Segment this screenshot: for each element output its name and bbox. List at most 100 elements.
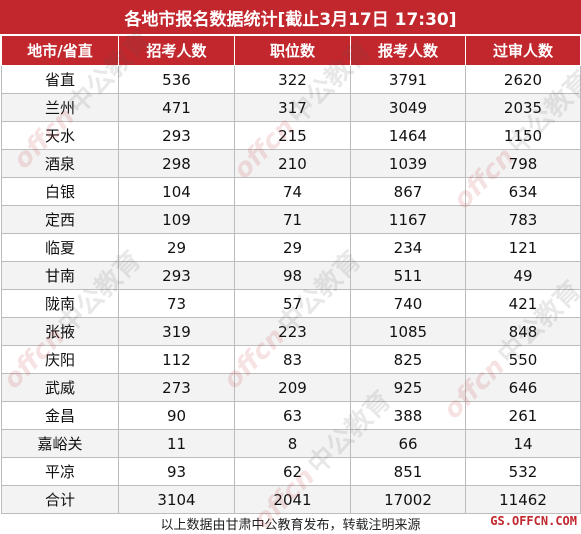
cell-approved: 783: [465, 205, 581, 234]
cell-recruits: 73: [118, 289, 235, 318]
table-row: 天水 293 215 1464 1150: [1, 121, 581, 150]
cell-recruits: 471: [118, 93, 235, 122]
cell-recruits: 298: [118, 149, 235, 178]
cell-region: 张掖: [1, 317, 119, 346]
table-body: 省直 536 322 3791 2620 兰州 471 317 3049 2035 天水 293 215…: [1, 65, 581, 514]
cell-recruits: 273: [118, 373, 235, 402]
cell-applicants: 1085: [350, 317, 466, 346]
cell-approved: 550: [465, 345, 581, 374]
cell-positions: 71: [234, 205, 351, 234]
total-row: 合计 3104 2041 17002 11462: [1, 485, 581, 514]
cell-approved: 532: [465, 457, 581, 486]
cell-positions: 215: [234, 121, 351, 150]
cell-applicants: 234: [350, 233, 466, 262]
stats-table: 地市/省直 招考人数 职位数 报考人数 过审人数 省直 536 322 3791 262…: [1, 35, 581, 514]
cell-applicants: 66: [350, 429, 466, 458]
cell-region: 庆阳: [1, 345, 119, 374]
cell-positions: 63: [234, 401, 351, 430]
cell-region: 临夏: [1, 233, 119, 262]
cell-region: 嘉峪关: [1, 429, 119, 458]
cell-positions: 317: [234, 93, 351, 122]
total-cell-region: 合计: [1, 485, 119, 514]
cell-applicants: 1167: [350, 205, 466, 234]
cell-region: 天水: [1, 121, 119, 150]
cell-region: 甘南: [1, 261, 119, 290]
cell-positions: 322: [234, 65, 351, 94]
cell-recruits: 319: [118, 317, 235, 346]
cell-applicants: 825: [350, 345, 466, 374]
total-cell-applicants: 17002: [350, 485, 466, 514]
table-row: 陇南 73 57 740 421: [1, 289, 581, 318]
table-title: 各地市报名数据统计[截止3月17日 17:30]: [0, 0, 581, 34]
cell-recruits: 293: [118, 261, 235, 290]
cell-recruits: 90: [118, 401, 235, 430]
column-header-applicants: 报考人数: [350, 35, 466, 66]
cell-approved: 646: [465, 373, 581, 402]
column-header-region: 地市/省直: [1, 35, 119, 66]
column-header-positions: 职位数: [234, 35, 351, 66]
total-cell-recruits: 3104: [118, 485, 235, 514]
cell-region: 省直: [1, 65, 119, 94]
cell-recruits: 112: [118, 345, 235, 374]
table-row: 平凉 93 62 851 532: [1, 457, 581, 486]
cell-positions: 209: [234, 373, 351, 402]
column-header-recruits: 招考人数: [118, 35, 235, 66]
cell-region: 白银: [1, 177, 119, 206]
table-row: 庆阳 112 83 825 550: [1, 345, 581, 374]
cell-positions: 8: [234, 429, 351, 458]
cell-applicants: 3049: [350, 93, 466, 122]
total-cell-positions: 2041: [234, 485, 351, 514]
cell-recruits: 109: [118, 205, 235, 234]
source-note: 以上数据由甘肃中公教育发布，转载注明来源: [160, 517, 421, 533]
cell-applicants: 1464: [350, 121, 466, 150]
table-row: 临夏 29 29 234 121: [1, 233, 581, 262]
header-row: 地市/省直 招考人数 职位数 报考人数 过审人数: [1, 35, 581, 66]
cell-approved: 121: [465, 233, 581, 262]
table-row: 兰州 471 317 3049 2035: [1, 93, 581, 122]
table-row: 甘南 293 98 511 49: [1, 261, 581, 290]
cell-positions: 210: [234, 149, 351, 178]
cell-approved: 2620: [465, 65, 581, 94]
cell-approved: 2035: [465, 93, 581, 122]
cell-recruits: 293: [118, 121, 235, 150]
cell-applicants: 511: [350, 261, 466, 290]
cell-recruits: 29: [118, 233, 235, 262]
table-row: 嘉峪关 11 8 66 14: [1, 429, 581, 458]
cell-applicants: 867: [350, 177, 466, 206]
cell-applicants: 851: [350, 457, 466, 486]
cell-region: 金昌: [1, 401, 119, 430]
cell-region: 兰州: [1, 93, 119, 122]
cell-approved: 261: [465, 401, 581, 430]
cell-applicants: 388: [350, 401, 466, 430]
table-row: 白银 104 74 867 634: [1, 177, 581, 206]
cell-region: 酒泉: [1, 149, 119, 178]
cell-approved: 798: [465, 149, 581, 178]
cell-approved: 634: [465, 177, 581, 206]
cell-recruits: 93: [118, 457, 235, 486]
cell-approved: 49: [465, 261, 581, 290]
cell-positions: 57: [234, 289, 351, 318]
cell-positions: 62: [234, 457, 351, 486]
cell-applicants: 925: [350, 373, 466, 402]
cell-recruits: 104: [118, 177, 235, 206]
cell-positions: 223: [234, 317, 351, 346]
table-row: 金昌 90 63 388 261: [1, 401, 581, 430]
cell-approved: 1150: [465, 121, 581, 150]
cell-positions: 29: [234, 233, 351, 262]
cell-applicants: 740: [350, 289, 466, 318]
total-cell-approved: 11462: [465, 485, 581, 514]
cell-approved: 421: [465, 289, 581, 318]
table-row: 武威 273 209 925 646: [1, 373, 581, 402]
cell-region: 平凉: [1, 457, 119, 486]
cell-applicants: 1039: [350, 149, 466, 178]
column-header-approved: 过审人数: [465, 35, 581, 66]
cell-recruits: 11: [118, 429, 235, 458]
cell-positions: 98: [234, 261, 351, 290]
cell-region: 定西: [1, 205, 119, 234]
cell-approved: 848: [465, 317, 581, 346]
cell-positions: 74: [234, 177, 351, 206]
cell-recruits: 536: [118, 65, 235, 94]
cell-region: 陇南: [1, 289, 119, 318]
site-url: GS.OFFCN.COM: [490, 514, 577, 528]
cell-positions: 83: [234, 345, 351, 374]
